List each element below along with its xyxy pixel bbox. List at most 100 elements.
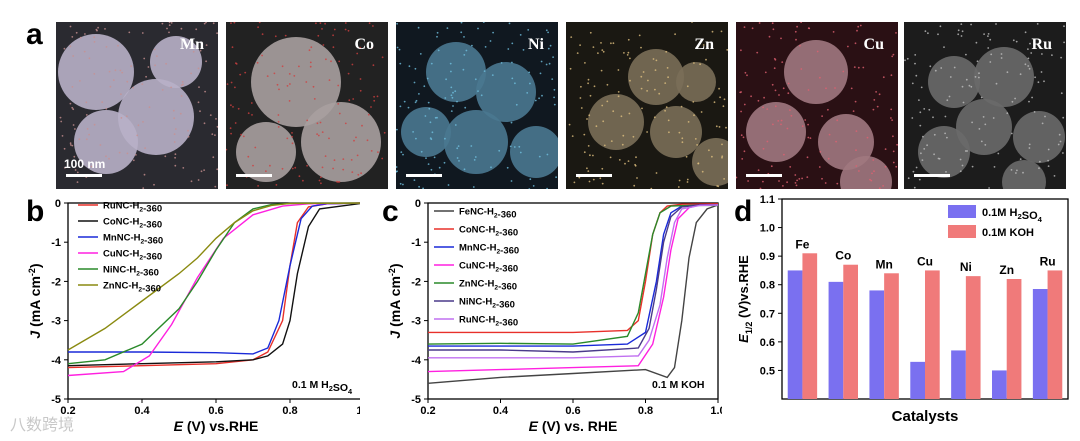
x-tick-label: 0.6 (565, 405, 580, 417)
tem-element-label: Ru (1031, 36, 1052, 53)
bar-ni-h2so4 (951, 350, 966, 399)
legend-label: ZnNC-H2-360 (459, 279, 517, 293)
tem-image-ru: Ru (904, 22, 1066, 189)
panel-b-letter: b (26, 195, 44, 228)
y-tick-label: -1 (51, 237, 61, 249)
scale-bar (406, 174, 442, 177)
bar-co-h2so4 (828, 281, 844, 399)
legend-label: NiNC-H2-360 (459, 297, 515, 311)
bar-co-koh (843, 264, 858, 399)
x-axis-label: E (V) vs.RHE (174, 418, 259, 434)
x-tick-label: 1.0 (710, 405, 722, 417)
scale-bar (914, 174, 950, 177)
condition-annotation: 0.1 M H2SO4 (292, 379, 353, 396)
scale-bar-label: 100 nm (64, 157, 106, 171)
series-line-znnc-h2-360 (427, 204, 718, 345)
panel-a-letter: a (26, 18, 43, 51)
x-tick-label: 0.2 (420, 405, 435, 417)
y-tick-label: -2 (51, 276, 61, 288)
tem-image-zn: Zn (566, 22, 728, 189)
y-tick-label: -4 (411, 355, 422, 367)
bar-mn-h2so4 (869, 290, 885, 399)
chart-d: d 0.5 0.6 0.7 0.8 0.9 1.0 1.1 Fe Co Mn Cu Ni Zn Ru 0.1M… (734, 194, 1069, 425)
bar-cu-koh (925, 270, 940, 399)
series-line-runc-h2-360 (428, 204, 719, 359)
x-tick-label: 0.4 (493, 405, 509, 417)
category-label: Mn (875, 257, 892, 271)
category-label: Ni (960, 260, 972, 274)
legend-label: CoNC-H2-360 (459, 225, 518, 239)
y-tick-label: 1.0 (760, 223, 775, 235)
series-line-cunc-h2-360 (67, 202, 360, 377)
y-axis-label: E1/2 (V)vs.RHE (736, 255, 754, 343)
tem-image-mn: Mn 100 nm (56, 22, 218, 189)
scale-bar (576, 174, 612, 177)
legend-label: ZnNC-H2-360 (103, 281, 161, 295)
bar-fe-koh (802, 253, 818, 399)
scale-bar (236, 174, 272, 177)
bar-zn-h2so4 (992, 370, 1007, 399)
tem-element-label: Mn (180, 36, 204, 53)
y-axis-label: J (mA cm-2) (27, 263, 43, 338)
y-tick-label: -5 (411, 394, 421, 406)
bar-ru-koh (1047, 270, 1063, 399)
scale-bar (66, 174, 102, 177)
tem-element-label: Co (354, 36, 374, 53)
y-tick-label: 1.1 (760, 194, 775, 206)
legend-label: CoNC-H2-360 (103, 217, 162, 231)
y-tick-label: -2 (411, 276, 421, 288)
series-line-conc-h2-360 (67, 202, 360, 367)
bar-cu-h2so4 (910, 361, 925, 399)
y-tick-label: 0.9 (760, 251, 775, 263)
bar-zn-koh (1006, 279, 1022, 399)
category-label: Co (835, 249, 851, 263)
y-tick-label: 0.8 (760, 280, 775, 292)
x-axis-label: E (V) vs. RHE (529, 418, 618, 434)
legend-label: 0.1M KOH (982, 227, 1034, 239)
legend-label: MnNC-H2-360 (103, 233, 163, 247)
y-tick-label: -3 (411, 316, 421, 328)
tem-image-ni: Ni (396, 22, 558, 189)
y-tick-label: 0.7 (760, 308, 775, 320)
legend-label: RuNC-H2-360 (459, 315, 518, 329)
bar-mn-koh (884, 273, 899, 399)
y-tick-label: 0 (415, 198, 421, 210)
series-line-fenc-h2-360 (427, 204, 719, 384)
y-tick-label: -4 (51, 355, 62, 367)
y-tick-label: -5 (51, 394, 61, 406)
legend-swatch (948, 225, 976, 238)
y-axis-label: J (mA cm-2) (387, 263, 403, 338)
category-label: Zn (999, 263, 1014, 277)
x-tick-label: 1.0 (356, 405, 360, 417)
x-tick-label: 0.8 (282, 405, 297, 417)
watermark-text: 八数跨境 (10, 417, 75, 434)
tem-element-label: Ni (528, 36, 544, 53)
condition-annotation: 0.1 M KOH (652, 379, 705, 391)
legend-label: CuNC-H2-360 (459, 261, 518, 275)
bar-ni-koh (965, 276, 981, 399)
y-tick-label: 0.5 (760, 365, 775, 377)
tem-element-label: Zn (694, 36, 714, 53)
tem-image-cu: Cu (736, 22, 898, 189)
x-tick-label: 0.8 (638, 405, 653, 417)
legend-label: 0.1M H2SO4 (982, 207, 1043, 224)
legend-label: MnNC-H2-360 (459, 243, 519, 257)
legend-label: FeNC-H2-360 (459, 207, 517, 221)
y-tick-label: -3 (51, 316, 61, 328)
bar-ru-h2so4 (1032, 289, 1048, 399)
series-line-znnc-h2-360 (67, 202, 360, 351)
legend-label: RuNC-H2-360 (103, 201, 162, 215)
y-tick-label: -1 (411, 237, 421, 249)
y-tick-label: 0 (55, 198, 61, 210)
tem-element-label: Cu (863, 36, 884, 53)
scale-bar (746, 174, 782, 177)
legend-label: CuNC-H2-360 (103, 249, 162, 263)
bar-fe-h2so4 (787, 270, 803, 399)
chart-c: c 0.2 0.4 0.6 0.8 1.0 0 -1 -2 -3 -4 -5 E (V) vs. RHE… (382, 195, 722, 434)
legend-swatch (948, 205, 976, 218)
chart-b: b 0.2 0.4 0.6 0.8 1.0 0 -1 -2 -3 -4 -5 E (V) vs.RHE J… (26, 195, 360, 434)
category-label: Cu (917, 254, 933, 268)
y-tick-label: 0.6 (760, 337, 775, 349)
series-line-mnnc-h2-360 (68, 202, 360, 355)
x-tick-label: 0.2 (60, 405, 75, 417)
